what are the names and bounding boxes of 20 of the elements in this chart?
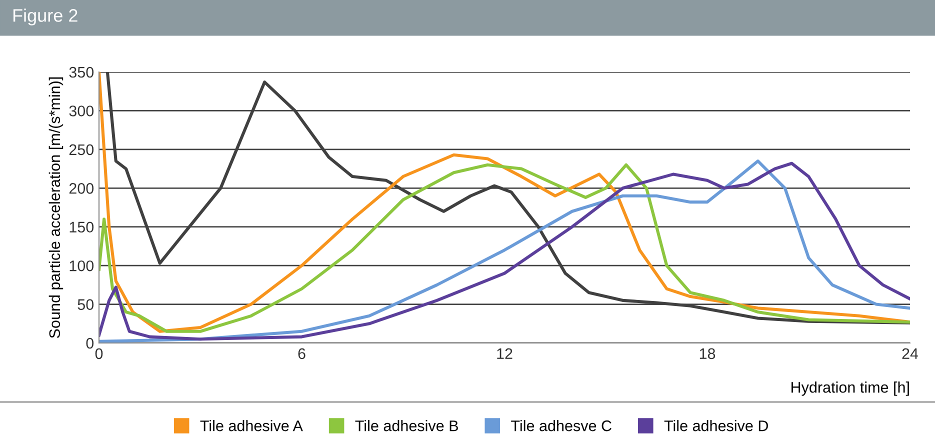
- x-tick-label: 18: [700, 348, 716, 360]
- y-tick-label: 200: [69, 183, 94, 194]
- y-tick-label: 150: [70, 222, 94, 233]
- legend-label: Tile adhesive B: [355, 420, 458, 432]
- y-tick-label: 300: [69, 106, 94, 116]
- y-tick-label: 250: [69, 144, 94, 156]
- y-tick-label: 0: [86, 338, 94, 349]
- x-tick-label: 6: [298, 348, 306, 360]
- x-tick-label: 24: [902, 348, 918, 359]
- y-axis-title: Sound particle acceleration [m/(s*min)]: [48, 77, 64, 338]
- y-tick-label: 50: [78, 299, 94, 310]
- legend-label: Tile adhesive D: [664, 420, 768, 432]
- y-tick-label: 100: [70, 260, 94, 272]
- y-tick-label: 350: [69, 66, 94, 78]
- chart-title: Figure 2: [13, 8, 78, 26]
- legend-label: Tile adhesive A: [200, 420, 303, 432]
- x-tick-label: 0: [95, 348, 103, 360]
- x-axis-title: Hydration time [h]: [792, 382, 909, 396]
- legend-label: Tile adhesve C: [511, 420, 612, 432]
- x-tick-label: 12: [497, 348, 512, 359]
